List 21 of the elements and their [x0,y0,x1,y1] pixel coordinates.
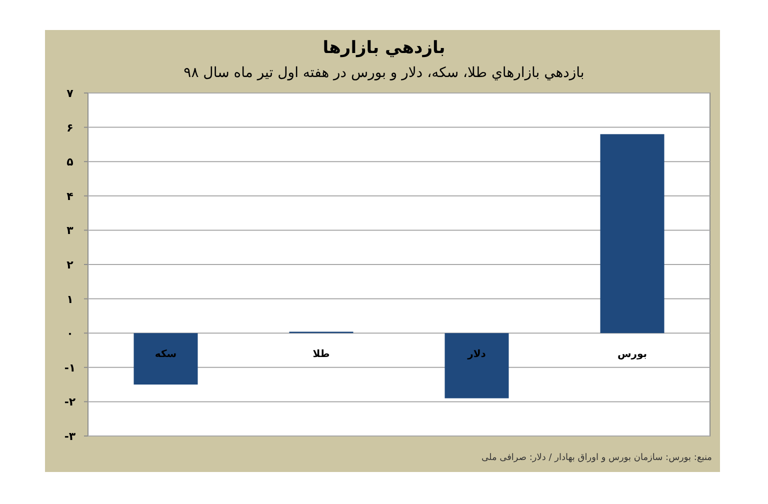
x-tick-label: طلا [312,349,330,360]
y-tick-label: ۰ [66,327,74,340]
bar [134,333,198,385]
y-tick-label: -۱ [64,361,76,374]
y-tick-label: ۱ [66,292,74,306]
y-tick-label: -۳ [64,430,76,443]
y-tick-label: ۳ [66,224,74,238]
x-tick-label: بورس [617,349,648,360]
y-tick-label: ۴ [66,190,74,203]
y-tick-label: ۷ [66,87,74,100]
y-tick-label: -۲ [64,396,76,409]
x-tick-label: سکه [154,349,177,360]
y-tick-label: ۲ [66,258,74,272]
y-tick-label: ۶ [66,121,74,134]
y-tick-label: ۵ [66,156,74,169]
chart-title: بازدهي بازارها [322,38,446,58]
text: منبع: بورس: سازمان بورس و اوراق بهادار / دلار: صرافی ملی [481,453,712,463]
bar [600,134,664,334]
bar [444,333,509,398]
chart-subtitle: بازدهي بازارهاي طلا، سکه، دلار و بورس در هفته اول تير ماه سال ۹۸ [184,65,584,81]
x-tick-label: دلار [466,349,486,360]
